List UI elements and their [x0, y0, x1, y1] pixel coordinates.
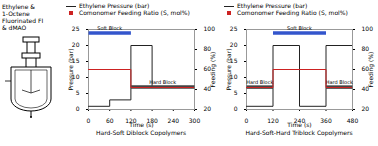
svg-text:40: 40 — [362, 85, 370, 92]
svg-text:100: 100 — [362, 25, 374, 32]
html-text:Hard-Soft-Hard Triblock Copoly: Hard-Soft-Hard Triblock Copolymers — [245, 129, 353, 136]
svg-text:Soft Block: Soft Block — [97, 25, 122, 31]
svg-text:Hard Block: Hard Block — [149, 79, 176, 85]
html-text:Comonomer Feeding Ratio (S, mo: Comonomer Feeding Ratio (S, mol%) — [79, 9, 190, 16]
html-text:Fluorinated FI: Fluorinated FI — [2, 17, 44, 24]
svg-text:240: 240 — [168, 117, 180, 124]
svg-text:20: 20 — [72, 41, 80, 48]
svg-text:0: 0 — [245, 117, 249, 124]
svg-text:60: 60 — [204, 65, 212, 72]
svg-text:300: 300 — [189, 117, 201, 124]
svg-text:5: 5 — [76, 89, 80, 96]
svg-text:20: 20 — [362, 105, 370, 112]
svg-text:5: 5 — [234, 89, 238, 96]
svg-text:60: 60 — [106, 117, 114, 124]
svg-text:120: 120 — [267, 117, 279, 124]
svg-text:0: 0 — [234, 105, 238, 112]
svg-text:80: 80 — [362, 45, 370, 52]
svg-text:100: 100 — [204, 25, 216, 32]
html-text:Ethylene &: Ethylene & — [2, 3, 35, 10]
svg-text:40: 40 — [204, 85, 212, 92]
svg-text:Pressure (bar): Pressure (bar) — [67, 48, 74, 90]
html-text:Ethylene Pressure (bar): Ethylene Pressure (bar) — [237, 2, 308, 9]
svg-text:480: 480 — [347, 117, 359, 124]
svg-text:Time (s): Time (s) — [128, 121, 153, 128]
svg-text:Hard Block: Hard Block — [326, 79, 353, 85]
svg-text:Feeding (%): Feeding (%) — [367, 52, 375, 88]
svg-text:80: 80 — [204, 45, 212, 52]
svg-text:25: 25 — [72, 25, 80, 32]
svg-text:Hard Block: Hard Block — [246, 79, 273, 85]
svg-text:20: 20 — [230, 41, 238, 48]
svg-text:20: 20 — [204, 105, 212, 112]
html-text:Comonomer Feeding Ratio (S, mo: Comonomer Feeding Ratio (S, mol%) — [237, 9, 348, 16]
html-text:Hard-Soft Diblock Copolymers: Hard-Soft Diblock Copolymers — [96, 129, 186, 136]
svg-text:Pressure (bar): Pressure (bar) — [225, 48, 232, 90]
svg-text:0: 0 — [76, 105, 80, 112]
svg-text:Time (s): Time (s) — [286, 121, 311, 128]
svg-text:15: 15 — [229, 57, 238, 65]
svg-text:10: 10 — [229, 73, 238, 81]
html-text:& dMAO: & dMAO — [2, 24, 27, 31]
html-text:Ethylene Pressure (bar): Ethylene Pressure (bar) — [79, 2, 150, 9]
svg-text:15: 15 — [71, 57, 80, 65]
svg-text:60: 60 — [362, 65, 370, 72]
html-text:1-Octene: 1-Octene — [2, 10, 30, 17]
svg-text:25: 25 — [230, 25, 238, 32]
svg-text:Feeding (%): Feeding (%) — [209, 52, 217, 88]
svg-text:10: 10 — [71, 73, 80, 81]
svg-text:360: 360 — [320, 117, 332, 124]
svg-text:Soft Block: Soft Block — [287, 25, 312, 31]
svg-text:0: 0 — [87, 117, 91, 124]
